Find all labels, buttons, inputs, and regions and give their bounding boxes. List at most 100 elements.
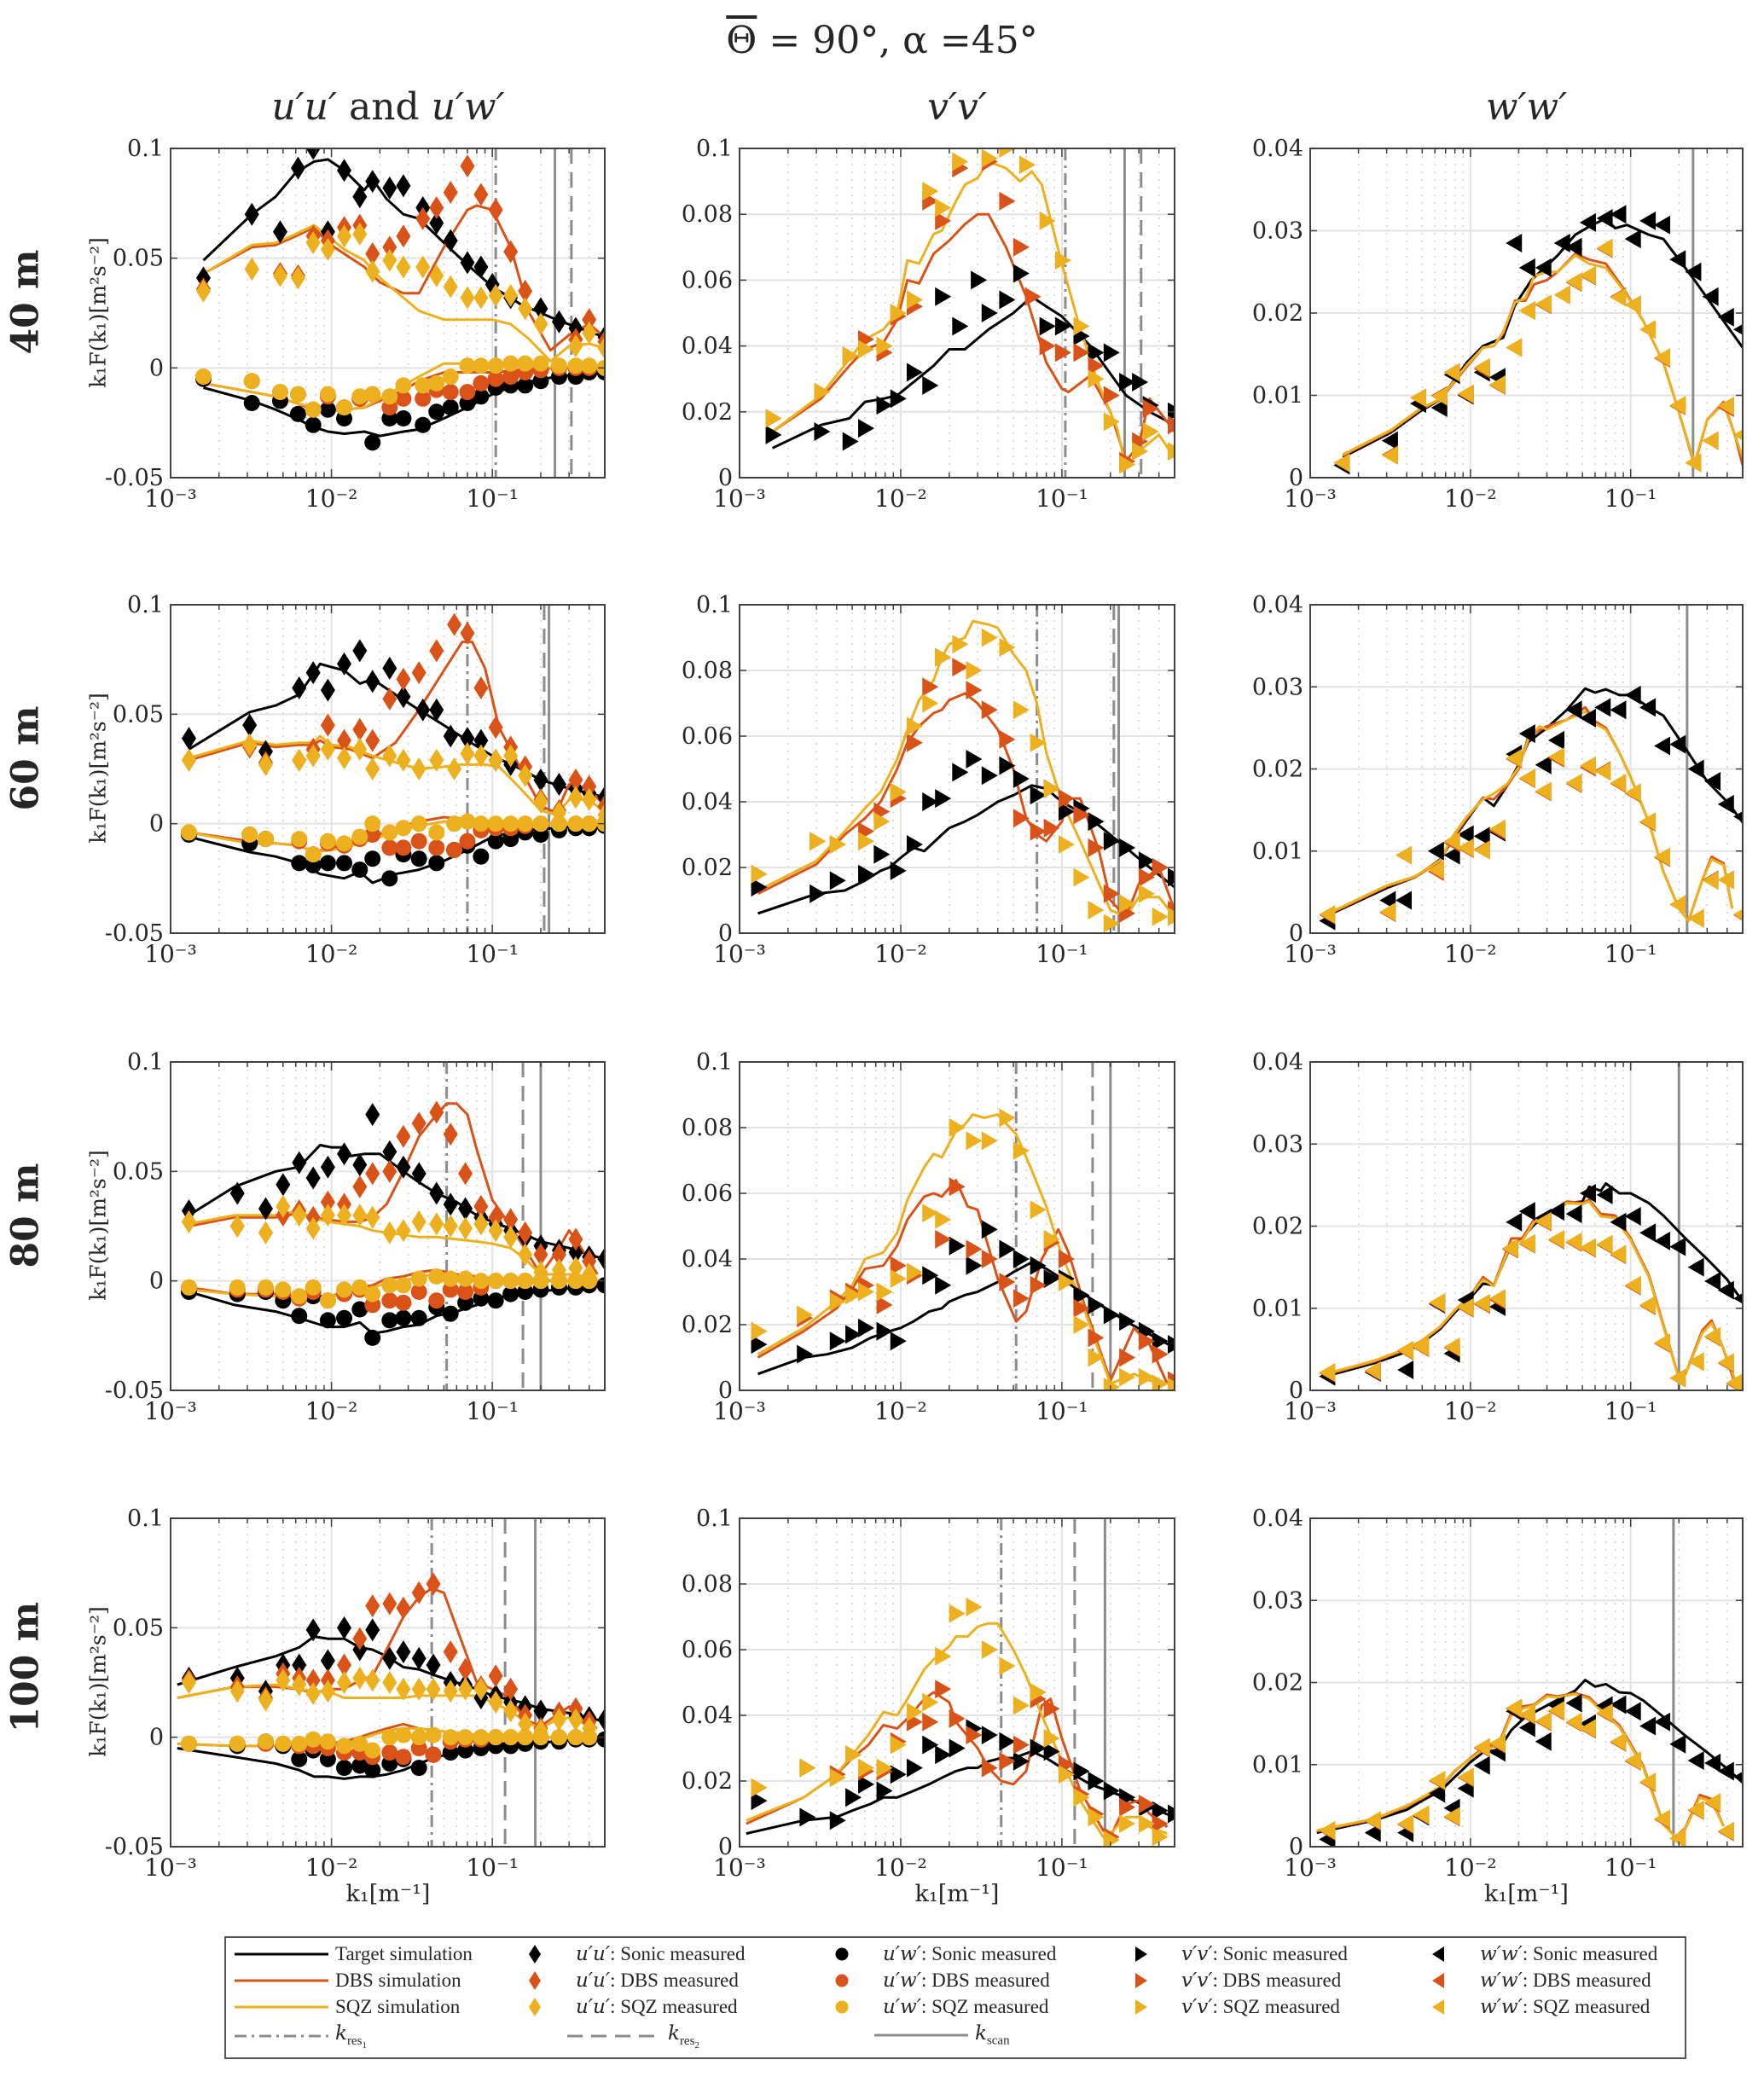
triangle-right-marker [751, 1335, 768, 1355]
triangle-left-marker [1535, 1711, 1552, 1731]
triangle-left-marker [1548, 1701, 1565, 1720]
diamond-marker [242, 733, 258, 757]
triangle-left-marker [1506, 233, 1523, 252]
triangle-left-marker [1429, 1771, 1446, 1790]
x-tick-label: 10⁻² [1444, 484, 1497, 513]
diamond-marker [320, 1680, 335, 1703]
diamond-marker [568, 786, 583, 809]
x-tick-label: 10⁻¹ [1604, 484, 1657, 513]
triangle-left-marker [1717, 794, 1734, 814]
legend-circle-icon [832, 1997, 857, 2017]
diamond-marker [415, 255, 431, 279]
triangle-right-marker [1013, 809, 1030, 828]
axes-box [739, 604, 1175, 934]
y-tick-label: 0.05 [113, 1615, 164, 1641]
triangle-right-marker [876, 336, 893, 356]
circle-marker [550, 357, 567, 374]
triangle-right-marker [981, 628, 998, 647]
triangle-left-marker [1518, 769, 1535, 788]
y-tick-label: 0.06 [682, 267, 733, 293]
triangle-right-marker [1138, 867, 1155, 887]
triangle-left-marker [1579, 1719, 1596, 1738]
diamond-marker [352, 185, 368, 209]
circle-marker [291, 1735, 308, 1752]
diamond-marker [396, 174, 411, 198]
circle-marker [581, 1273, 598, 1290]
panel-100m-1: 10⁻³ 10⁻² 10⁻¹ 0 0.02 0.04 0.06 0.08 0.1 [682, 1506, 1175, 1882]
diamond-marker [429, 211, 444, 235]
diamond-marker [597, 1247, 605, 1271]
circle-marker [473, 1273, 490, 1290]
diamond-marker [460, 286, 475, 310]
series-line-dbs-uu [202, 204, 605, 352]
diamond-marker [488, 1691, 503, 1714]
circle-marker [291, 855, 308, 872]
circle-marker [428, 839, 445, 856]
circle-marker [336, 1738, 353, 1755]
y-tick-label: 0.1 [696, 1506, 733, 1532]
circle-marker [473, 388, 490, 405]
triangle-left-marker [1364, 1360, 1381, 1380]
diamond-marker [533, 790, 548, 814]
diamond-marker [382, 1221, 397, 1244]
y-tick-label: 0.08 [682, 1115, 733, 1141]
triangle-left-marker [1535, 781, 1552, 801]
triangle-right-marker [1043, 1229, 1060, 1249]
diamond-marker [181, 1210, 196, 1233]
y-tick-label: 0 [149, 1725, 164, 1751]
diamond-marker [337, 1204, 352, 1227]
triangle-right-marker [858, 339, 875, 359]
x-tick-label: 10⁻¹ [466, 940, 519, 968]
triangle-right-marker [1013, 264, 1030, 283]
triangle-right-marker [858, 1758, 875, 1778]
triangle-left-marker [1488, 1289, 1506, 1308]
circle-marker [351, 862, 368, 879]
triangle-right-marker [922, 1266, 939, 1285]
triangle-left-marker [1579, 756, 1596, 775]
triangle-left-marker [1565, 773, 1582, 792]
series-markers-sqz-uw [180, 813, 605, 863]
triangle-left-marker [1565, 1204, 1582, 1224]
triangle-left-marker [1579, 1238, 1596, 1257]
diamond-marker [488, 716, 503, 740]
triangle-left-marker [1535, 1732, 1552, 1751]
diamond-marker [382, 744, 397, 768]
triangle-left-marker [1669, 1237, 1686, 1256]
diamond-marker [365, 170, 380, 194]
triangle-left-marker [1473, 827, 1490, 846]
triangle-right-marker [906, 363, 923, 382]
triangle-right-marker [949, 1709, 966, 1728]
circle-marker [502, 1729, 519, 1746]
circle-marker [517, 1729, 534, 1746]
triangle-right-marker [1088, 838, 1105, 857]
series-line-target-ww [1327, 687, 1743, 917]
triangle-left-marker [1733, 1771, 1743, 1783]
triangle-right-marker [999, 1108, 1016, 1128]
diamond-marker [292, 1673, 307, 1697]
triangle-right-marker [949, 1177, 966, 1197]
legend-label: v′v′: SQZ measured [1181, 1996, 1340, 2018]
diamond-marker [396, 1219, 411, 1243]
diamond-marker [473, 728, 489, 752]
circle-marker [473, 374, 490, 392]
circle-marker [457, 1729, 474, 1746]
circle-marker [257, 1733, 274, 1750]
diamond-marker [473, 676, 489, 700]
triangle-left-marker [1397, 1360, 1414, 1379]
legend-line-swatch [235, 1970, 328, 1991]
circle-marker [517, 815, 534, 833]
x-tick-label: 10⁻¹ [466, 484, 519, 513]
diamond-marker [352, 737, 368, 761]
triangle-right-marker [1030, 821, 1047, 841]
diamond-marker [443, 180, 458, 204]
diamond-marker [429, 1212, 444, 1236]
circle-marker [351, 1735, 368, 1752]
y-tick-label: 0.02 [1252, 1670, 1303, 1697]
circle-marker [410, 1729, 427, 1746]
triangle-right-marker [1119, 455, 1136, 474]
triangle-left-marker [1717, 397, 1734, 416]
circle-marker [459, 384, 476, 401]
diamond-marker [551, 310, 566, 334]
triangle-left-marker [1397, 1814, 1414, 1834]
triangle-left-marker [1687, 908, 1704, 928]
